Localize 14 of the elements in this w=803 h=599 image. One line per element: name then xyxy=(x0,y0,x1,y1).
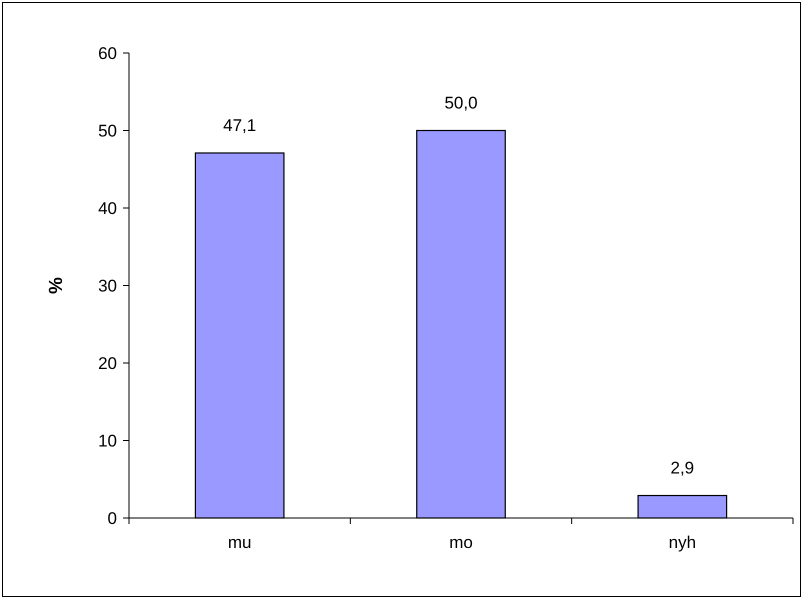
x-tick-label: mu xyxy=(228,533,252,552)
y-tick-label: 60 xyxy=(98,44,117,63)
y-tick-label: 40 xyxy=(98,198,117,218)
x-tick-label: mo xyxy=(449,533,473,552)
x-tick-label: nyh xyxy=(668,533,696,552)
y-tick-label: 0 xyxy=(108,508,117,528)
data-label: 50,0 xyxy=(444,94,478,112)
y-tick-label: 50 xyxy=(98,121,117,140)
data-label: 2,9 xyxy=(670,458,694,478)
data-label: 47,1 xyxy=(223,116,256,135)
y-tick-label: 30 xyxy=(98,276,117,296)
y-axis-title: % xyxy=(46,276,67,294)
y-tick-label: 10 xyxy=(98,431,117,450)
y-tick-label: 20 xyxy=(98,354,117,373)
